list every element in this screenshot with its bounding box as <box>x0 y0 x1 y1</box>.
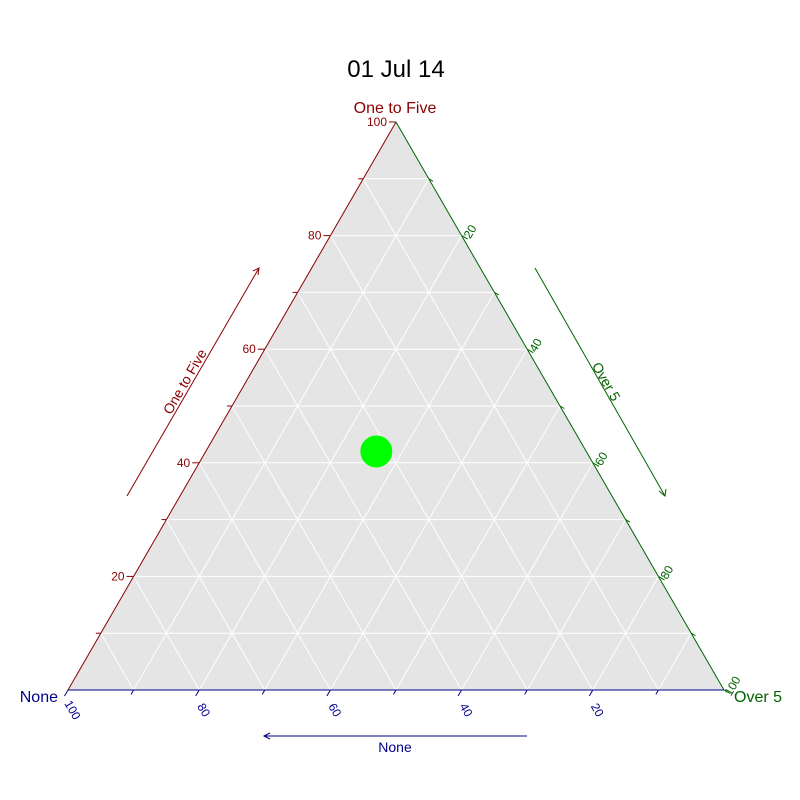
tick-none <box>588 689 594 697</box>
grid-line <box>657 632 692 691</box>
tick-none <box>524 689 528 695</box>
grid-line <box>362 178 659 691</box>
axis-arrowhead-over-5 <box>658 488 667 497</box>
tick-label-one-to-five: 100 <box>367 115 387 129</box>
tick-none <box>393 689 397 695</box>
grid-line <box>297 292 528 691</box>
corner-label-top: One to Five <box>354 100 437 117</box>
tick-label-over-5: 20 <box>461 222 480 241</box>
corner-label-left: None <box>20 689 58 706</box>
tick-none <box>457 689 463 697</box>
grid-line <box>264 292 495 691</box>
tick-label-none: 60 <box>325 701 344 720</box>
tick-over-5 <box>526 348 534 354</box>
grid-line <box>198 462 331 691</box>
data-point <box>360 435 393 468</box>
tick-over-5 <box>428 178 434 182</box>
axis-arrowhead-one-to-five <box>252 267 260 276</box>
tick-label-none: 80 <box>194 701 213 720</box>
tick-over-5 <box>658 575 665 581</box>
grid-line <box>592 576 659 691</box>
axis-title-over-5: Over 5 <box>589 359 624 404</box>
tick-label-none: 20 <box>588 701 607 720</box>
tick-label-over-5: 40 <box>526 336 545 355</box>
tick-label-none: 40 <box>457 701 476 720</box>
tick-none <box>655 689 659 695</box>
tick-over-5 <box>494 291 499 296</box>
tick-over-5 <box>625 519 631 523</box>
tick-none <box>326 689 331 697</box>
axis-arrow-over-5 <box>534 267 666 497</box>
tick-label-over-5: 80 <box>658 563 677 582</box>
tick-label-none: 100 <box>61 698 83 723</box>
axis-title-one-to-five: One to Five <box>160 346 210 417</box>
axis-arrowhead-none <box>262 732 271 740</box>
axis-arrow-one-to-five <box>126 267 260 497</box>
tick-label-one-to-five: 80 <box>308 229 322 243</box>
tick-none <box>64 689 69 697</box>
corner-label-right: Over 5 <box>734 689 782 706</box>
grid-line <box>231 405 397 691</box>
tick-none <box>195 689 200 697</box>
chart-title: 01 Jul 14 <box>347 56 444 83</box>
tick-over-5 <box>592 462 600 467</box>
tick-over-5 <box>559 405 565 409</box>
tick-over-5 <box>690 632 696 637</box>
grid-line <box>100 632 135 691</box>
tick-label-one-to-five: 40 <box>177 456 191 470</box>
axis-title-none: None <box>378 739 412 755</box>
grid-line <box>395 405 561 691</box>
tick-label-one-to-five: 20 <box>111 569 125 583</box>
tick-label-over-5: 60 <box>592 449 611 468</box>
grid-line <box>526 519 627 691</box>
tick-over-5 <box>461 235 468 240</box>
grid-line <box>133 178 430 691</box>
grid-line <box>461 462 594 691</box>
tick-over-5 <box>723 689 731 694</box>
tick-label-one-to-five: 60 <box>242 342 256 356</box>
grid-line <box>165 519 266 691</box>
tick-none <box>261 689 266 695</box>
grid-line <box>133 576 200 691</box>
tick-none <box>130 689 135 695</box>
